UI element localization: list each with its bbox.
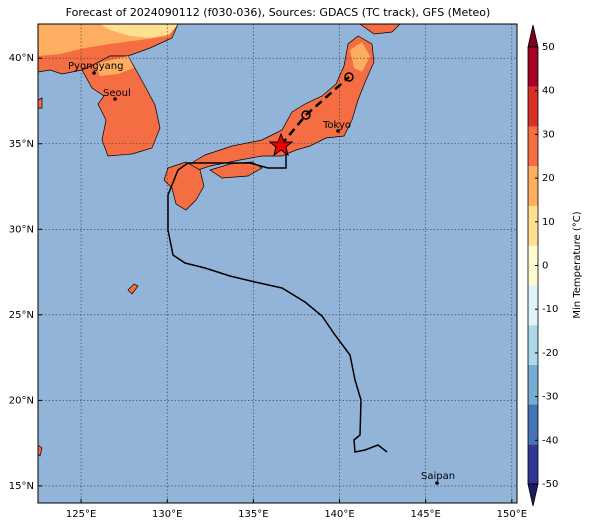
forecast-point bbox=[344, 72, 354, 82]
colorbar-tick-label: -10 bbox=[542, 304, 558, 315]
y-tick-label: 30°N bbox=[9, 224, 34, 235]
place-label: Pyongyang bbox=[68, 61, 123, 72]
land bbox=[359, 24, 401, 35]
current-position bbox=[268, 132, 294, 157]
land bbox=[209, 161, 263, 179]
colorbar-band bbox=[528, 166, 538, 206]
colorbar-under bbox=[527, 483, 539, 507]
x-tick-label: 140°E bbox=[324, 509, 354, 520]
colorbar-label: Min Temperature (°C) bbox=[572, 211, 583, 318]
colorbar-tick-label: 50 bbox=[542, 42, 555, 53]
colorbar-band bbox=[528, 364, 538, 405]
place-label: Tokyo bbox=[322, 120, 351, 131]
place-label: Seoul bbox=[103, 88, 131, 99]
x-tick-label: 125°E bbox=[66, 509, 96, 520]
x-tick-label: 135°E bbox=[238, 509, 268, 520]
colorbar-band bbox=[528, 444, 538, 484]
land-band bbox=[95, 56, 134, 76]
forecast-point bbox=[301, 110, 311, 120]
y-tick-label: 15°N bbox=[9, 481, 34, 492]
colorbar-band bbox=[528, 325, 538, 365]
land bbox=[163, 161, 205, 211]
y-tick-label: 20°N bbox=[9, 395, 34, 406]
tc-track bbox=[167, 142, 388, 453]
title: Forecast of 2024090112 (f030-036), Sourc… bbox=[66, 6, 491, 19]
x-tick-label: 145°E bbox=[410, 509, 440, 520]
colorbar-tick-label: 0 bbox=[542, 261, 548, 272]
forecast-track bbox=[280, 76, 350, 146]
y-tick-label: 40°N bbox=[9, 53, 34, 64]
place-dot bbox=[113, 97, 117, 101]
colorbar-tick-label: -50 bbox=[542, 479, 558, 490]
colorbar-tick-label: 30 bbox=[542, 129, 555, 140]
place-dot bbox=[92, 71, 96, 75]
y-tick-label: 35°N bbox=[9, 139, 34, 150]
place-label: Saipan bbox=[421, 471, 455, 482]
colorbar-tick-label: 20 bbox=[542, 173, 555, 184]
land bbox=[81, 55, 161, 157]
colorbar-band bbox=[528, 285, 538, 326]
islands bbox=[38, 97, 139, 457]
map-frame bbox=[37, 23, 518, 504]
land-band bbox=[350, 42, 370, 72]
colorbar-band bbox=[528, 126, 538, 167]
map-body: Pyongyang Seoul Tokyo Saipan bbox=[38, 24, 517, 503]
colorbar-tick-label: -30 bbox=[542, 392, 558, 403]
colorbar-band bbox=[528, 47, 538, 87]
colorbar-band bbox=[528, 86, 538, 127]
place-dot bbox=[435, 481, 439, 485]
colorbar-band bbox=[528, 245, 538, 286]
land-band bbox=[100, 24, 178, 38]
colorbar-band bbox=[528, 205, 538, 246]
place-dot bbox=[336, 129, 340, 133]
colorbar-tick-label: -20 bbox=[542, 348, 558, 359]
y-tick-label: 25°N bbox=[9, 310, 34, 321]
colorbar-tick-label: 10 bbox=[542, 217, 555, 228]
colorbar-band bbox=[528, 404, 538, 445]
colorbar-tick-label: -40 bbox=[542, 435, 558, 446]
colorbar-tick-label: 40 bbox=[542, 86, 555, 97]
x-tick-label: 130°E bbox=[152, 509, 182, 520]
colorbar-over bbox=[527, 24, 539, 48]
x-tick-label: 150°E bbox=[497, 509, 527, 520]
